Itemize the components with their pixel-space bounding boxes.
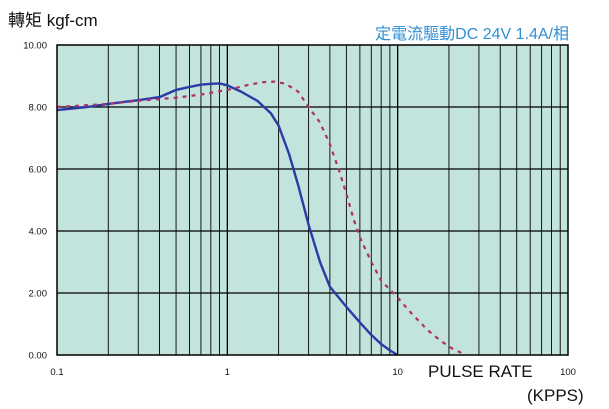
chart-subtitle: 定電流驅動DC 24V 1.4A/相 [375,26,569,43]
y-tick-label: 8.00 [29,103,48,114]
x-tick-label: 10 [392,367,403,378]
y-tick-label: 4.00 [29,227,48,238]
x-tick-label: 0.1 [50,367,63,378]
x-tick-labels: 0.1 1 10 100 [50,367,576,378]
y-tick-label: 10.00 [23,41,47,52]
series-lines [56,80,463,357]
y-tick-labels: 0.00 2.00 4.00 6.00 8.00 10.00 [23,41,47,362]
plot-area [57,45,568,355]
grid-lines [57,45,568,355]
y-axis-label: 轉矩 kgf-cm [8,11,98,30]
plot-border [56,44,569,356]
x-tick-label: 100 [560,367,576,378]
y-tick-label: 0.00 [29,351,48,362]
y-tick-label: 6.00 [29,165,48,176]
x-axis-label: PULSE RATE [428,362,533,381]
y-tick-label: 2.00 [29,289,48,300]
x-tick-label: 1 [225,367,230,378]
series-line-solid [56,82,399,357]
x-axis-unit: (KPPS) [527,386,584,405]
